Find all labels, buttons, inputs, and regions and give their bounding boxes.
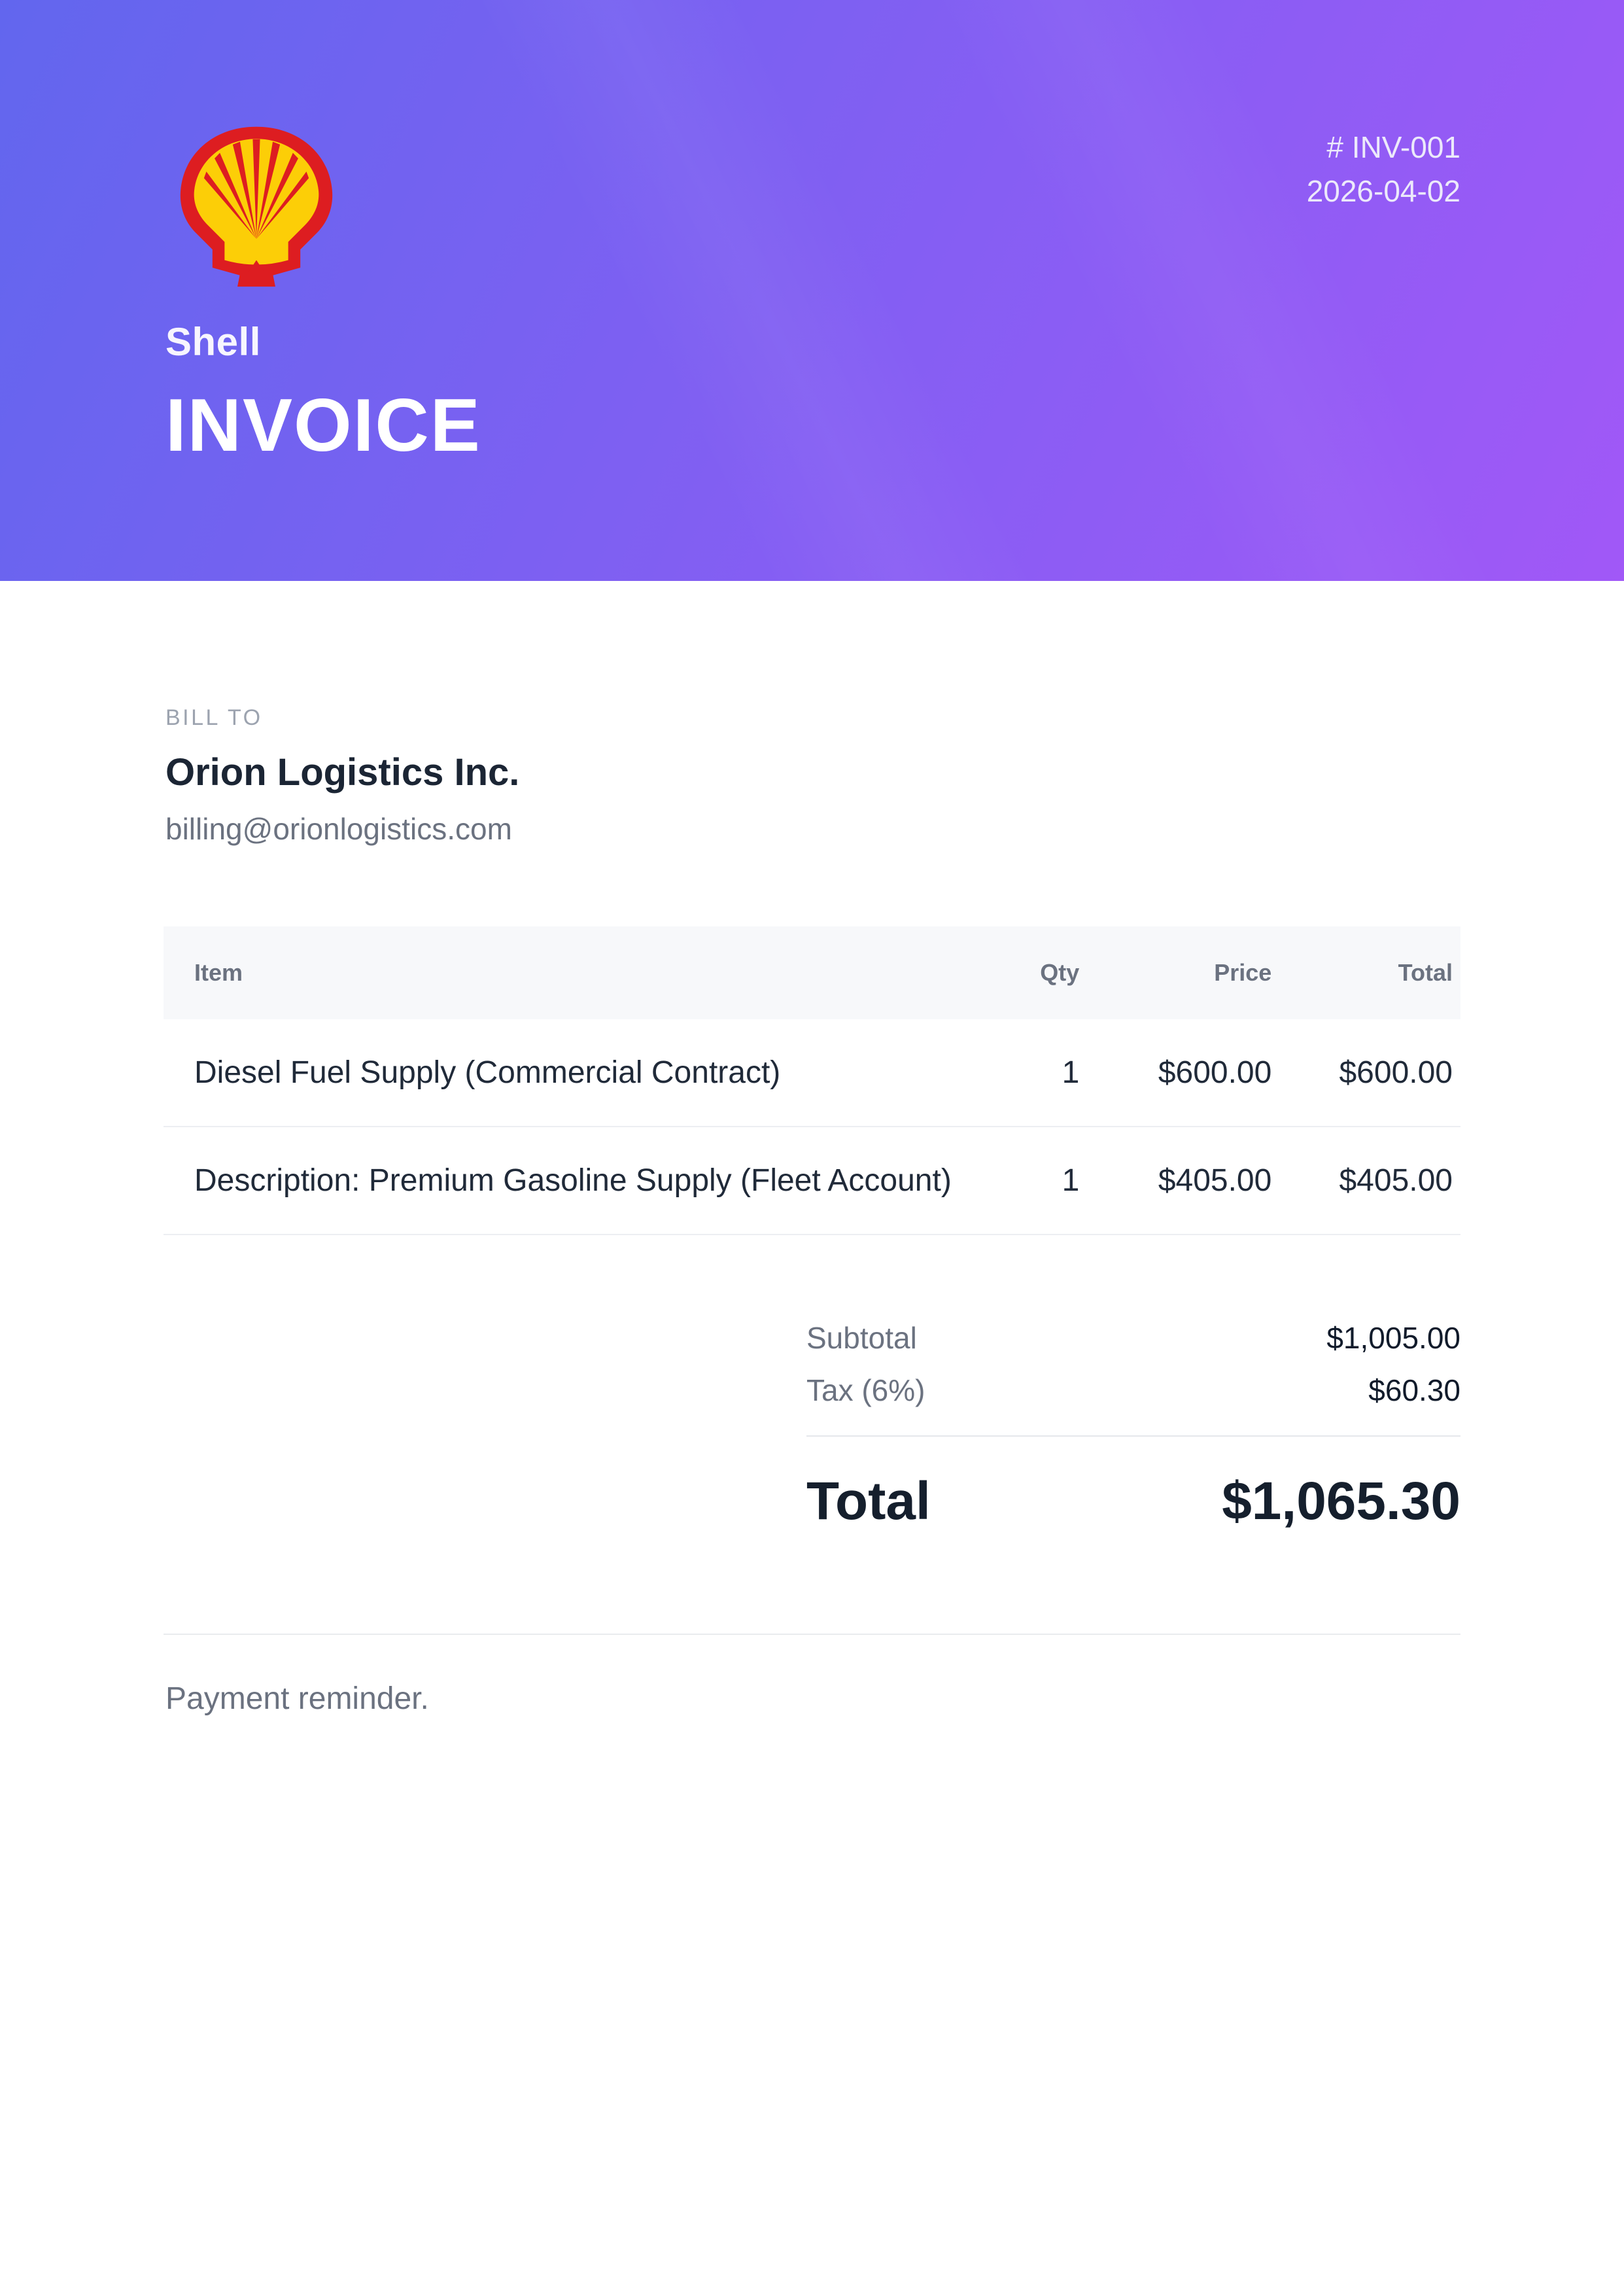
bill-to-name: Orion Logistics Inc. — [165, 751, 520, 794]
column-header-total: Total — [1279, 926, 1460, 1019]
invoice-page: Shell INVOICE # INV-001 2026-04-02 BILL … — [0, 0, 1624, 1717]
column-header-item: Item — [164, 926, 959, 1019]
payment-note: Payment reminder. — [165, 1681, 429, 1716]
item-cell: Description: Premium Gasoline Supply (Fl… — [164, 1127, 959, 1235]
invoice-title: INVOICE — [165, 384, 481, 467]
grand-total-label: Total — [806, 1471, 931, 1531]
qty-cell: 1 — [959, 1127, 1088, 1235]
line-items-table: Item Qty Price Total Diesel Fuel Supply … — [164, 926, 1460, 1235]
footer-divider — [164, 1634, 1460, 1635]
subtotal-value: $1,005.00 — [1326, 1321, 1460, 1355]
invoice-meta: # INV-001 2026-04-02 — [1307, 126, 1460, 213]
table-header-row: Item Qty Price Total — [164, 926, 1460, 1019]
table-row: Description: Premium Gasoline Supply (Fl… — [164, 1127, 1460, 1235]
invoice-header: Shell INVOICE # INV-001 2026-04-02 — [0, 0, 1624, 581]
item-cell: Diesel Fuel Supply (Commercial Contract) — [164, 1019, 959, 1127]
table-row: Diesel Fuel Supply (Commercial Contract)… — [164, 1019, 1460, 1127]
invoice-number: # INV-001 — [1326, 130, 1460, 164]
price-cell: $405.00 — [1087, 1127, 1280, 1235]
bill-to-email: billing@orionlogistics.com — [165, 812, 512, 846]
subtotal-row: Subtotal $1,005.00 — [806, 1320, 1460, 1356]
bill-to-section: BILL TO Orion Logistics Inc. billing@ori… — [164, 705, 1460, 847]
price-cell: $600.00 — [1087, 1019, 1280, 1127]
grand-total-value: $1,065.30 — [1222, 1471, 1460, 1531]
grand-total-row: Total $1,065.30 — [806, 1435, 1460, 1532]
total-cell: $600.00 — [1279, 1019, 1460, 1127]
invoice-body: BILL TO Orion Logistics Inc. billing@ori… — [164, 581, 1460, 1717]
tax-value: $60.30 — [1368, 1373, 1460, 1407]
column-header-price: Price — [1087, 926, 1280, 1019]
shell-logo-grooves — [203, 139, 309, 272]
totals-section: Subtotal $1,005.00 Tax (6%) $60.30 Total… — [806, 1320, 1460, 1532]
subtotal-label: Subtotal — [806, 1321, 917, 1355]
total-cell: $405.00 — [1279, 1127, 1460, 1235]
qty-cell: 1 — [959, 1019, 1088, 1127]
company-name: Shell — [165, 320, 261, 364]
tax-label: Tax (6%) — [806, 1373, 925, 1407]
shell-logo-icon — [180, 126, 333, 287]
tax-row: Tax (6%) $60.30 — [806, 1373, 1460, 1408]
invoice-date: 2026-04-02 — [1306, 174, 1460, 209]
bill-to-label: BILL TO — [165, 705, 263, 730]
column-header-qty: Qty — [959, 926, 1088, 1019]
